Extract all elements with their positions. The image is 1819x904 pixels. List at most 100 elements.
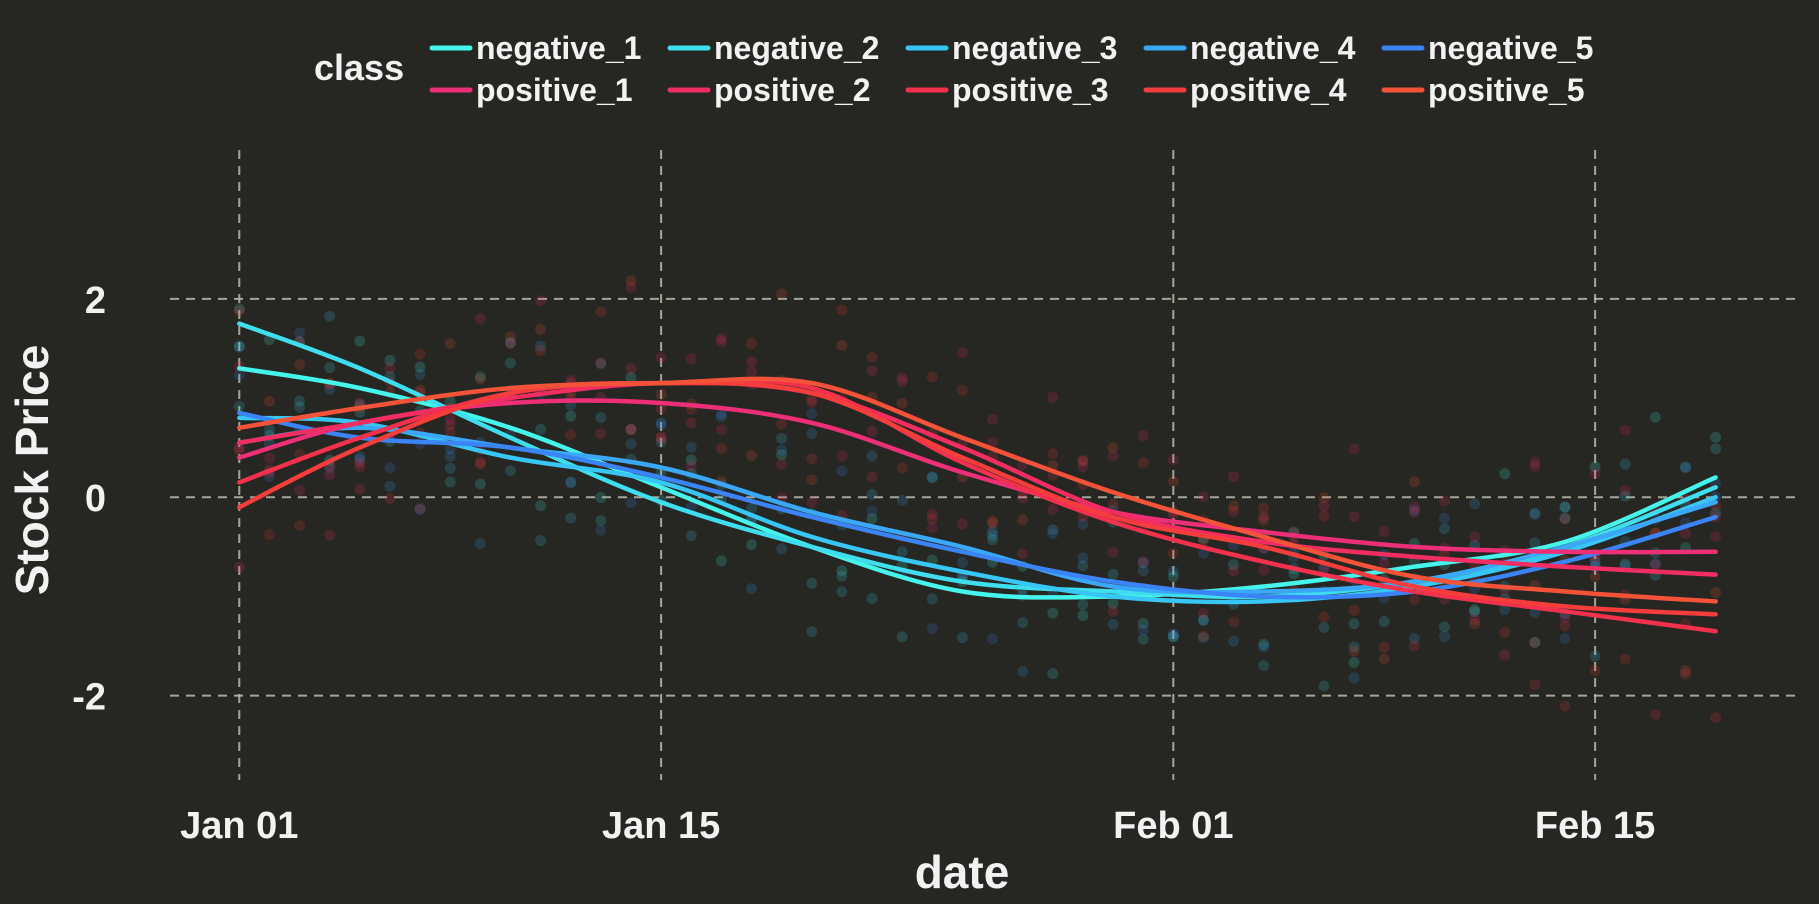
- scatter-point: [715, 442, 727, 454]
- x-tick-label: Feb 01: [1113, 805, 1233, 847]
- scatter-point: [625, 363, 637, 375]
- scatter-point: [504, 338, 516, 350]
- series-line-positive_5: [237, 376, 1718, 604]
- scatter-point: [233, 340, 245, 352]
- scatter-point: [896, 462, 908, 474]
- scatter-point: [535, 324, 547, 336]
- scatter-point: [1107, 568, 1119, 580]
- scatter-point: [1258, 660, 1270, 672]
- legend: class negative_1 negative_2 negative_3 negat…: [314, 30, 1593, 108]
- scatter-point: [776, 444, 788, 456]
- legend-label-negative_1: negative_1: [476, 30, 641, 66]
- scatter-point: [806, 474, 818, 486]
- scatter-point: [1137, 617, 1149, 629]
- scatter-point: [474, 313, 486, 325]
- x-tick-label: Jan 15: [602, 805, 720, 847]
- scatter-point: [1408, 506, 1420, 518]
- scatter-point: [1559, 513, 1571, 525]
- scatter-point: [625, 423, 637, 435]
- scatter-point: [1529, 456, 1541, 468]
- y-tick-label: 2: [85, 280, 106, 322]
- scatter-point: [776, 432, 788, 444]
- series-line-negative_4: [237, 425, 1718, 595]
- scatter-point: [1589, 571, 1601, 583]
- scatter-point: [987, 534, 999, 546]
- scatter-point: [535, 535, 547, 547]
- scatter-point: [1137, 556, 1149, 568]
- scatter-point: [1137, 633, 1149, 645]
- scatter-point: [1137, 624, 1149, 636]
- scatter-point: [324, 362, 336, 374]
- scatter-point: [384, 492, 396, 504]
- scatter-point: [685, 441, 697, 453]
- scatter-point: [595, 514, 607, 526]
- scatter-point: [1619, 424, 1631, 436]
- scatter-point: [1680, 668, 1692, 680]
- scatter-point: [1710, 531, 1722, 543]
- scatter-point: [1348, 641, 1360, 653]
- scatter-point: [836, 565, 848, 577]
- scatter-point: [655, 419, 667, 431]
- scatter-point: [1017, 617, 1029, 629]
- scatter-point: [1228, 559, 1240, 571]
- scatter-point: [595, 428, 607, 440]
- scatter-point: [535, 295, 547, 307]
- scatter-point: [1258, 502, 1270, 514]
- scatter-point: [1017, 548, 1029, 560]
- scatter-point: [866, 592, 878, 604]
- scatter-point: [444, 426, 456, 438]
- scatter-point: [263, 424, 275, 436]
- scatter-point: [1077, 552, 1089, 564]
- scatter-point: [324, 310, 336, 322]
- scatter-point: [384, 462, 396, 474]
- scatter-point: [1318, 492, 1330, 504]
- scatter-point: [1258, 641, 1270, 653]
- scatter-point: [1077, 598, 1089, 610]
- scatter-point: [1529, 537, 1541, 549]
- scatter-point: [1408, 504, 1420, 516]
- scatter-point: [504, 357, 516, 369]
- scatter-point: [806, 577, 818, 589]
- scatter-point: [1167, 475, 1179, 487]
- scatter-point: [1077, 610, 1089, 622]
- scatter-point: [294, 519, 306, 531]
- scatter-point: [1107, 597, 1119, 609]
- scatter-point: [1137, 565, 1149, 577]
- scatter-point: [233, 442, 245, 454]
- scatter-point: [1559, 620, 1571, 632]
- y-axis-title: Stock Price: [6, 345, 58, 596]
- scatter-point: [1680, 527, 1692, 539]
- scatter-point: [1469, 604, 1481, 616]
- scatter-point: [745, 366, 757, 378]
- legend-label-negative_3: negative_3: [952, 30, 1117, 66]
- scatter-point: [263, 452, 275, 464]
- scatter-point: [233, 305, 245, 317]
- scatter-point: [1077, 455, 1089, 467]
- scatter-point: [1348, 656, 1360, 668]
- scatter-point: [294, 359, 306, 371]
- scatter-point: [1077, 560, 1089, 572]
- scatter-point: [1047, 524, 1059, 536]
- y-tick-label: 0: [85, 478, 106, 520]
- scatter-point: [685, 460, 697, 472]
- scatter-point: [1619, 653, 1631, 665]
- scatter-point: [896, 397, 908, 409]
- scatter-point: [1529, 509, 1541, 521]
- scatter-point: [715, 555, 727, 567]
- scatter-point: [1107, 546, 1119, 558]
- scatter-point: [625, 424, 637, 436]
- scatter-point: [1167, 631, 1179, 643]
- scatter-point: [1619, 490, 1631, 502]
- scatter-point: [1318, 621, 1330, 633]
- scatter-point: [715, 424, 727, 436]
- scatter-point: [806, 626, 818, 638]
- scatter-point: [1438, 523, 1450, 535]
- scatter-point: [655, 403, 667, 415]
- scatter-point: [896, 546, 908, 558]
- scatter-point: [625, 275, 637, 287]
- scatter-point: [685, 530, 697, 542]
- scatter-point: [776, 288, 788, 300]
- scatter-point: [1228, 471, 1240, 483]
- scatter-point: [836, 465, 848, 477]
- scatter-point: [926, 522, 938, 534]
